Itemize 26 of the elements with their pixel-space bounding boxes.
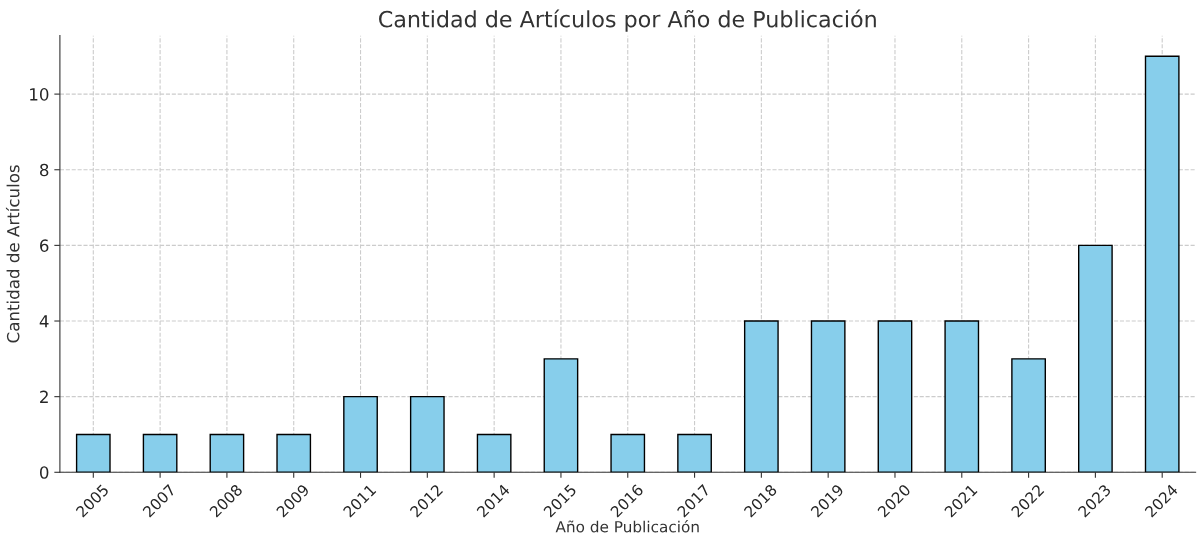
bar (276, 433, 312, 473)
y-axis-title: Cantidad de Artículos (5, 165, 20, 343)
bar (877, 320, 913, 473)
bar (75, 433, 111, 473)
bar (610, 433, 646, 473)
bar (810, 320, 846, 473)
bar (209, 433, 245, 473)
bar (1011, 358, 1046, 473)
y-tick-label: 0 (39, 466, 49, 479)
bar (343, 395, 378, 473)
bar (1077, 244, 1113, 473)
y-tick-label: 4 (39, 315, 49, 328)
bar (543, 358, 579, 473)
bar (409, 395, 445, 473)
x-axis-title: Año de Publicación (555, 520, 699, 533)
y-tick-label: 8 (40, 163, 49, 177)
bar (677, 433, 712, 473)
bar (743, 320, 779, 473)
bar (476, 433, 512, 473)
y-tick-label: 2 (40, 390, 48, 403)
chart-title: Cantidad de Artículos por Año de Publicación (379, 9, 876, 32)
bar (142, 433, 178, 473)
y-tick-label: 10 (30, 88, 49, 101)
bar (1144, 55, 1180, 473)
bar (944, 320, 980, 473)
y-tick-label: 6 (40, 239, 49, 252)
